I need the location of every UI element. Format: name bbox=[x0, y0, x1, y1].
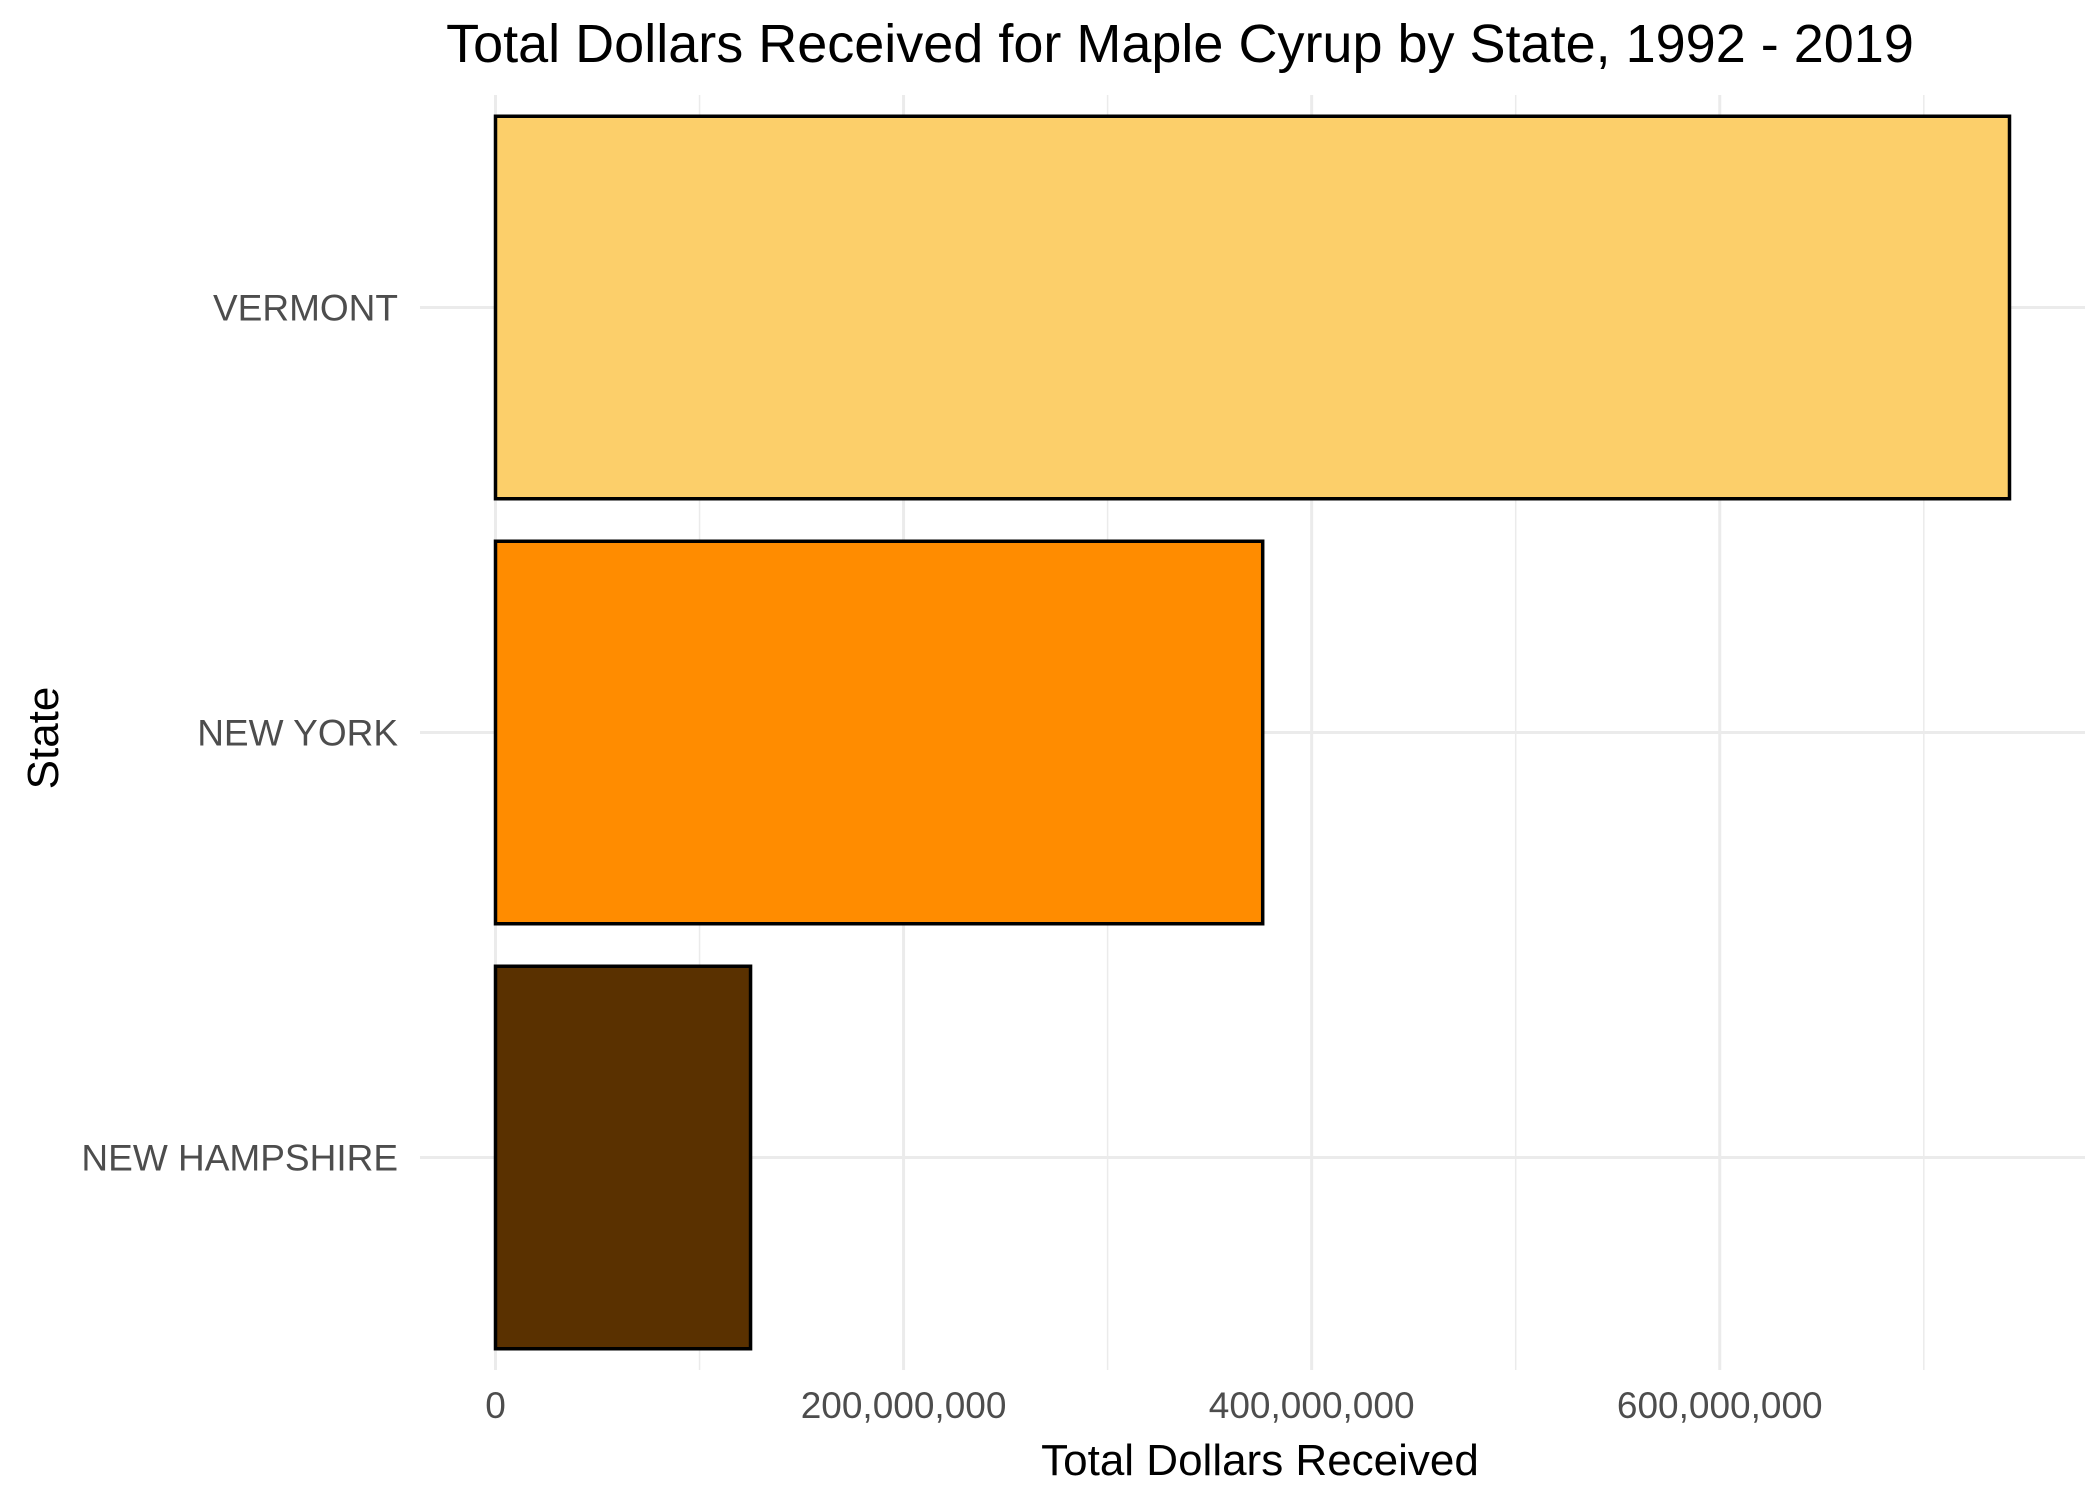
y-axis-tick-labels: VERMONT NEW YORK NEW HAMPSHIRE bbox=[81, 288, 398, 1179]
bar-vermont bbox=[493, 114, 2012, 501]
x-tick-label: 600,000,000 bbox=[1617, 1385, 1823, 1426]
y-tick-label: NEW HAMPSHIRE bbox=[81, 1138, 398, 1179]
x-tick-label: 0 bbox=[485, 1385, 506, 1426]
bars bbox=[493, 114, 2012, 1351]
x-axis-title: Total Dollars Received bbox=[1041, 1436, 1479, 1485]
x-axis-tick-labels: 0 200,000,000 400,000,000 600,000,000 bbox=[485, 1385, 1822, 1426]
y-tick-label: NEW YORK bbox=[197, 713, 398, 754]
y-axis-title: State bbox=[19, 687, 68, 790]
y-tick-label: VERMONT bbox=[213, 288, 398, 329]
chart-title: Total Dollars Received for Maple Cyrup b… bbox=[446, 14, 1914, 74]
x-tick-label: 200,000,000 bbox=[801, 1385, 1007, 1426]
bar-new-hampshire bbox=[493, 964, 753, 1351]
x-tick-label: 400,000,000 bbox=[1209, 1385, 1415, 1426]
bar-new-york bbox=[493, 539, 1265, 926]
